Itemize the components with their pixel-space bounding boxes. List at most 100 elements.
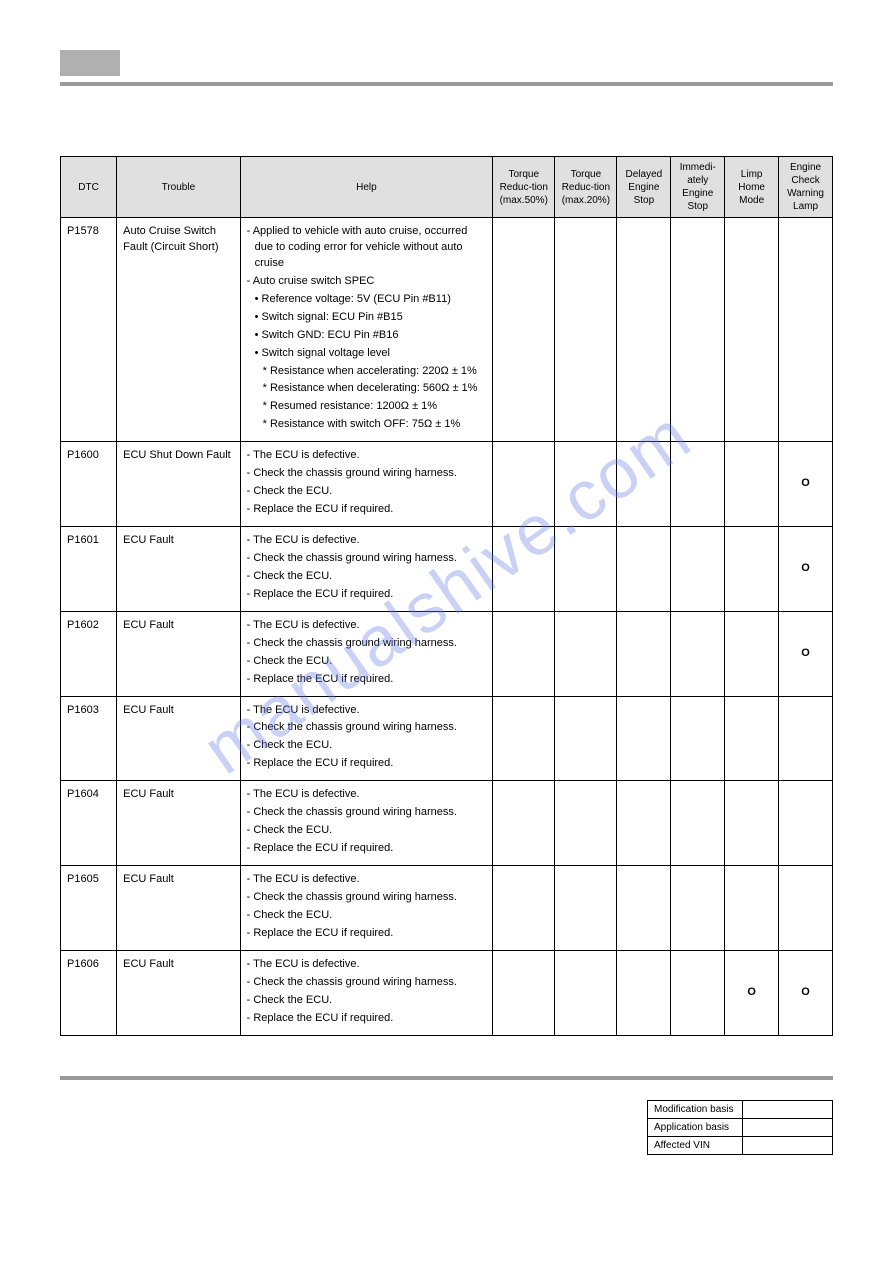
- help-line: - Check the ECU.: [247, 993, 487, 1009]
- cell-help: - The ECU is defective.- Check the chass…: [240, 781, 493, 866]
- cell-trouble: ECU Fault: [117, 950, 240, 1035]
- help-line: - The ECU is defective.: [247, 957, 487, 973]
- cell-mark: [493, 950, 555, 1035]
- footer-value: [743, 1136, 833, 1154]
- help-line: - Check the chassis ground wiring harnes…: [247, 805, 487, 821]
- cell-mark: [617, 781, 671, 866]
- cell-mark: [779, 781, 833, 866]
- footer-row: Modification basis: [648, 1100, 833, 1118]
- cell-mark: [493, 527, 555, 612]
- cell-mark: [725, 442, 779, 527]
- cell-mark: [617, 611, 671, 696]
- cell-mark: O: [725, 950, 779, 1035]
- footer-value: [743, 1118, 833, 1136]
- cell-mark: [725, 218, 779, 442]
- cell-dtc: P1604: [61, 781, 117, 866]
- cell-mark: O: [779, 950, 833, 1035]
- footer-label: Application basis: [648, 1118, 743, 1136]
- table-body: P1578Auto Cruise Switch Fault (Circuit S…: [61, 218, 833, 1036]
- help-line: - Replace the ECU if required.: [247, 672, 487, 688]
- cell-mark: O: [779, 442, 833, 527]
- footer-row: Affected VIN: [648, 1136, 833, 1154]
- th-trouble: Trouble: [117, 157, 240, 218]
- footer-label: Modification basis: [648, 1100, 743, 1118]
- cell-mark: [555, 781, 617, 866]
- cell-dtc: P1606: [61, 950, 117, 1035]
- cell-help: - The ECU is defective.- Check the chass…: [240, 696, 493, 781]
- cell-mark: [555, 442, 617, 527]
- cell-mark: [671, 866, 725, 951]
- table-row: P1606ECU Fault - The ECU is defective. - C…: [61, 950, 833, 1035]
- th-torque20: Torque Reduc-tion (max.20%): [555, 157, 617, 218]
- cell-mark: [617, 442, 671, 527]
- footer-value: [743, 1100, 833, 1118]
- help-line: - Auto cruise switch SPEC: [247, 274, 487, 290]
- dtc-table: DTC Trouble Help Torque Reduc-tion (max.…: [60, 156, 833, 1036]
- cell-mark: [617, 527, 671, 612]
- cell-help: - The ECU is defective.- Check the chass…: [240, 866, 493, 951]
- cell-mark: [671, 611, 725, 696]
- table-row: P1603ECU Fault- The ECU is defective.- C…: [61, 696, 833, 781]
- footer-label: Affected VIN: [648, 1136, 743, 1154]
- cell-mark: [555, 611, 617, 696]
- help-line: - Check the chassis ground wiring harnes…: [247, 975, 487, 991]
- th-help: Help: [240, 157, 493, 218]
- help-line: - Check the ECU.: [247, 484, 487, 500]
- cell-mark: [555, 866, 617, 951]
- cell-mark: [617, 866, 671, 951]
- cell-mark: [555, 527, 617, 612]
- help-line: - The ECU is defective.: [247, 618, 487, 634]
- help-line: - Check the ECU.: [247, 908, 487, 924]
- table-row: P1578Auto Cruise Switch Fault (Circuit S…: [61, 218, 833, 442]
- cell-help: - The ECU is defective. - Check the chass…: [240, 950, 493, 1035]
- help-line: * Resistance when accelerating: 220Ω ± 1…: [247, 364, 487, 380]
- table-row: P1602ECU Fault- The ECU is defective.- C…: [61, 611, 833, 696]
- help-line: - Check the ECU.: [247, 738, 487, 754]
- cell-mark: [725, 781, 779, 866]
- help-line: * Resistance with switch OFF: 75Ω ± 1%: [247, 417, 487, 433]
- cell-mark: [779, 866, 833, 951]
- help-line: * Resistance when decelerating: 560Ω ± 1…: [247, 381, 487, 397]
- table-row: P1601ECU Fault- The ECU is defective.- C…: [61, 527, 833, 612]
- help-line: - Replace the ECU if required.: [247, 502, 487, 518]
- cell-mark: [779, 218, 833, 442]
- cell-trouble: ECU Fault: [117, 866, 240, 951]
- cell-mark: [555, 696, 617, 781]
- help-line: • Switch GND: ECU Pin #B16: [247, 328, 487, 344]
- table-header: DTC Trouble Help Torque Reduc-tion (max.…: [61, 157, 833, 218]
- help-line: - The ECU is defective.: [247, 533, 487, 549]
- cell-dtc: P1603: [61, 696, 117, 781]
- table-row: P1600ECU Shut Down Fault - The ECU is def…: [61, 442, 833, 527]
- cell-mark: [493, 866, 555, 951]
- cell-mark: [555, 950, 617, 1035]
- cell-dtc: P1605: [61, 866, 117, 951]
- cell-trouble: ECU Shut Down Fault: [117, 442, 240, 527]
- cell-trouble: ECU Fault: [117, 611, 240, 696]
- th-dtc: DTC: [61, 157, 117, 218]
- cell-mark: [671, 218, 725, 442]
- cell-mark: [671, 442, 725, 527]
- help-line: - The ECU is defective.: [247, 448, 487, 464]
- cell-mark: [779, 696, 833, 781]
- help-line: - Replace the ECU if required.: [247, 587, 487, 603]
- cell-mark: [671, 950, 725, 1035]
- cell-mark: [493, 611, 555, 696]
- cell-help: - Applied to vehicle with auto cruise, o…: [240, 218, 493, 442]
- cell-dtc: P1578: [61, 218, 117, 442]
- cell-mark: O: [779, 527, 833, 612]
- cell-mark: [725, 527, 779, 612]
- cell-help: - The ECU is defective.- Check the chass…: [240, 611, 493, 696]
- cell-mark: [493, 218, 555, 442]
- cell-mark: [617, 696, 671, 781]
- cell-mark: [493, 696, 555, 781]
- cell-dtc: P1600: [61, 442, 117, 527]
- page-container: manualshive.com DTC Trouble Help Torque …: [0, 0, 893, 1185]
- header-rule: [60, 82, 833, 86]
- cell-mark: [725, 696, 779, 781]
- help-line: - Replace the ECU if required.: [247, 756, 487, 772]
- cell-dtc: P1601: [61, 527, 117, 612]
- cell-mark: [617, 950, 671, 1035]
- header-gray-block: [60, 50, 120, 76]
- help-line: - Check the ECU.: [247, 654, 487, 670]
- cell-mark: O: [779, 611, 833, 696]
